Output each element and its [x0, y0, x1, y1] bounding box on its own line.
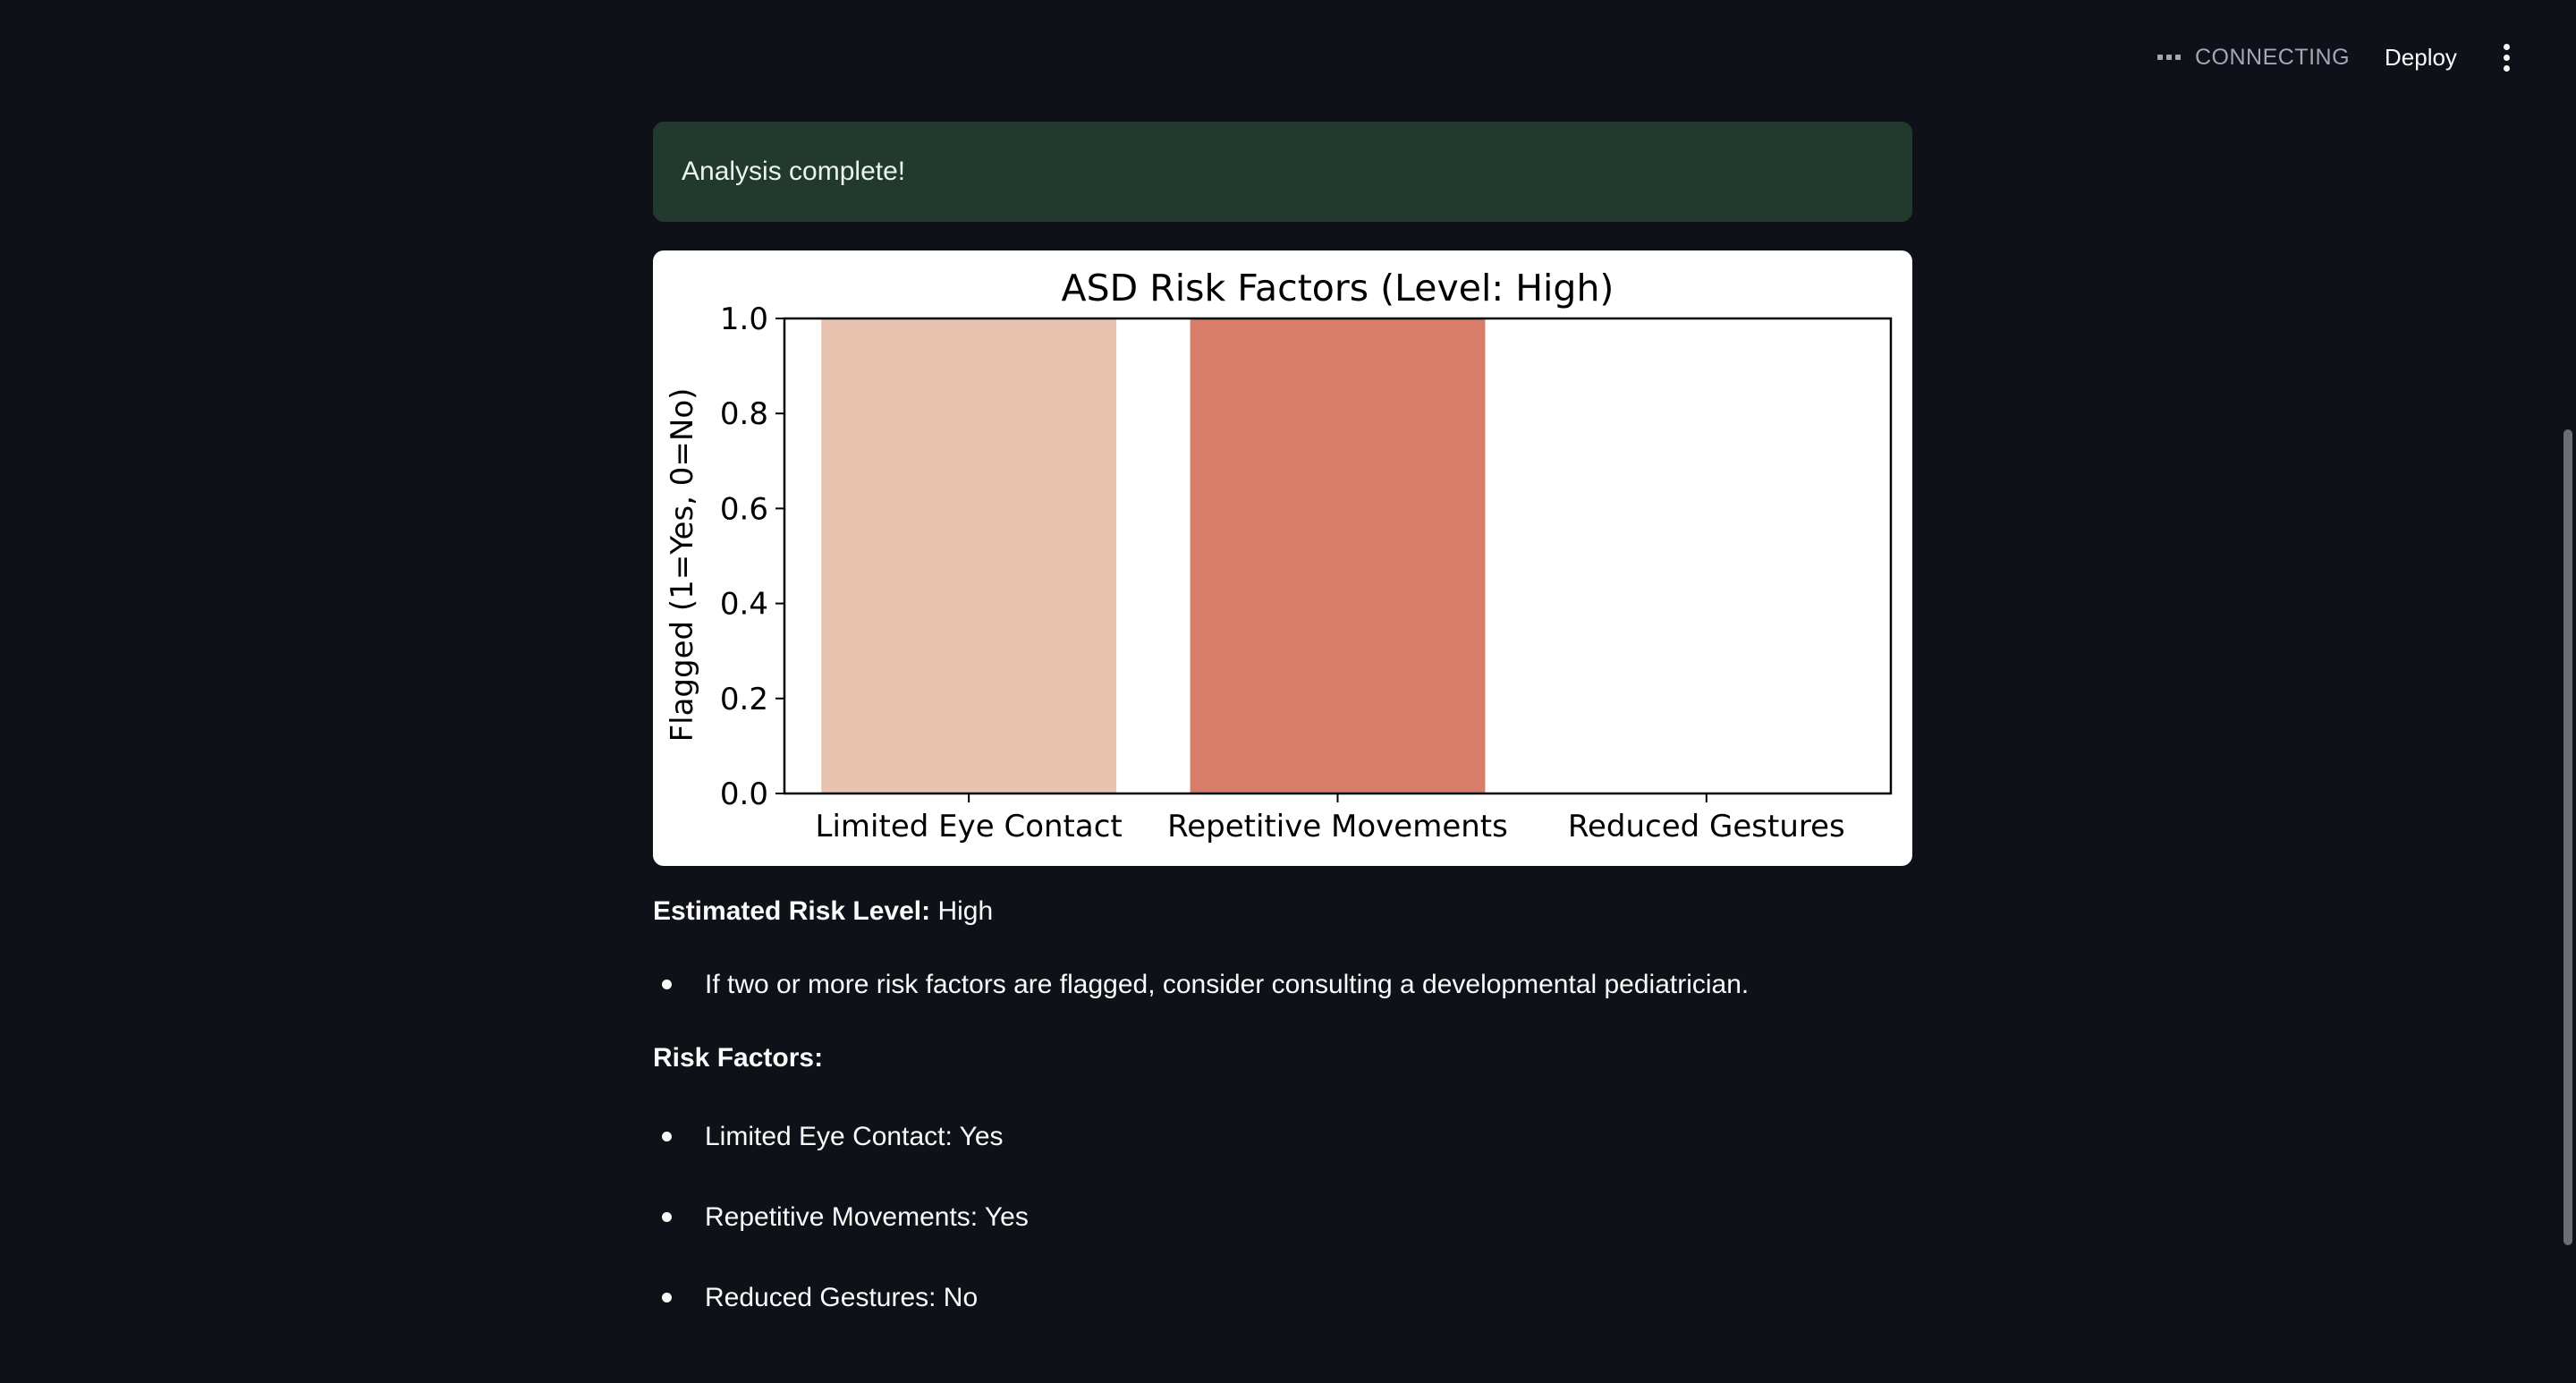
risk-level-value: High [937, 896, 994, 926]
advice-text: If two or more risk factors are flagged,… [705, 970, 1750, 999]
results-summary: Estimated Risk Level: High If two or mor… [653, 893, 1912, 1317]
risk-level-line: Estimated Risk Level: High [653, 893, 1912, 930]
x-tick-label: Reduced Gestures [1568, 809, 1845, 844]
chart-svg: Limited Eye Contact Repetitive Movements R… [665, 267, 1893, 844]
connection-status-text: CONNECTING [2195, 44, 2351, 70]
app-header: CONNECTING Deploy [0, 0, 2576, 115]
deploy-button[interactable]: Deploy [2370, 36, 2471, 79]
chart-bar [821, 318, 1117, 793]
risk-factors-heading-text: Risk Factors: [653, 1043, 824, 1073]
risk-factor-text: Repetitive Movements: Yes [705, 1202, 1029, 1232]
bullet-icon [662, 980, 672, 989]
scrollbar-thumb[interactable] [2563, 429, 2572, 1245]
bullet-icon [662, 1132, 672, 1141]
y-tick-label: 1.0 [720, 301, 768, 337]
risk-factors-heading: Risk Factors: [653, 1039, 1912, 1077]
success-alert-message: Analysis complete! [682, 157, 906, 186]
y-tick-label: 0.8 [720, 396, 768, 432]
main-content: Analysis complete! Limited Eye Contact Re… [653, 122, 1912, 1317]
y-axis-label: Flagged (1=Yes, 0=No) [665, 388, 700, 742]
bullet-icon [662, 1293, 672, 1302]
dots-icon [2157, 55, 2181, 60]
x-tick-label: Limited Eye Contact [816, 809, 1123, 844]
bullet-icon [662, 1212, 672, 1222]
success-alert: Analysis complete! [653, 122, 1912, 222]
risk-factor-item: Reduced Gestures: No [653, 1279, 1912, 1317]
chart-title: ASD Risk Factors (Level: High) [1062, 267, 1614, 310]
connection-status: CONNECTING [2157, 41, 2350, 73]
y-tick-label: 0.2 [720, 682, 768, 717]
risk-factor-item: Repetitive Movements: Yes [653, 1199, 1912, 1236]
risk-factor-text: Reduced Gestures: No [705, 1283, 979, 1312]
risk-factor-text: Limited Eye Contact: Yes [705, 1122, 1004, 1151]
advice-item: If two or more risk factors are flagged,… [653, 966, 1912, 1004]
y-tick-label: 0.4 [720, 587, 768, 623]
risk-factor-item: Limited Eye Contact: Yes [653, 1118, 1912, 1156]
y-tick-label: 0.6 [720, 491, 768, 527]
plot-frame [783, 317, 1893, 795]
advice-list: If two or more risk factors are flagged,… [653, 966, 1912, 1004]
chart-bar [1190, 318, 1486, 793]
x-tick-label: Repetitive Movements [1167, 809, 1508, 844]
vertical-ellipsis-icon[interactable] [2488, 36, 2524, 79]
y-tick-label: 0.0 [720, 776, 768, 812]
risk-level-label: Estimated Risk Level: [653, 896, 931, 926]
risk-factors-list: Limited Eye Contact: Yes Repetitive Move… [653, 1118, 1912, 1317]
risk-factors-chart: Limited Eye Contact Repetitive Movements R… [653, 250, 1912, 866]
